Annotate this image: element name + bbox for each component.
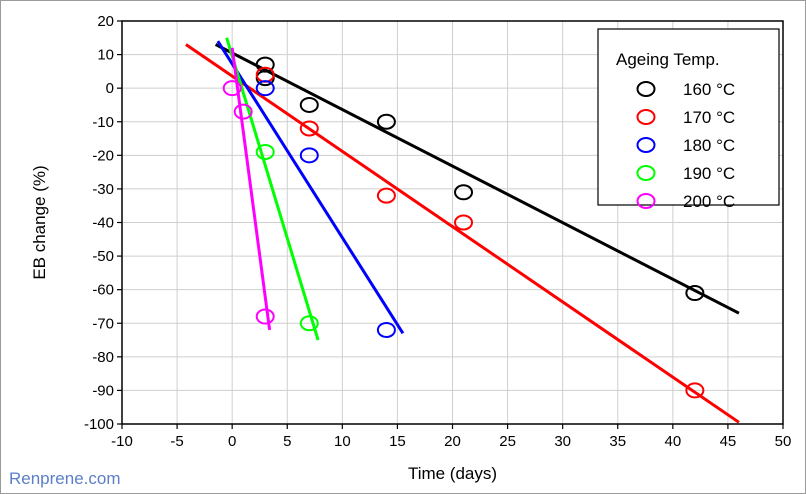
data-point bbox=[233, 103, 253, 120]
watermark: Renprene.com bbox=[9, 469, 121, 488]
x-tick-label: 45 bbox=[720, 433, 737, 450]
data-point bbox=[685, 285, 705, 302]
x-axis: -10 -5 0 5 10 15 20 25 30 35 40 45 50 bbox=[111, 424, 791, 450]
x-tick-label: 20 bbox=[444, 433, 461, 450]
data-point bbox=[222, 80, 242, 97]
data-point bbox=[376, 321, 396, 338]
data-point bbox=[255, 80, 275, 97]
data-point bbox=[255, 308, 275, 325]
legend-marker bbox=[636, 165, 656, 181]
y-tick-label: -40 bbox=[92, 215, 114, 232]
x-axis-label: Time (days) bbox=[408, 464, 497, 483]
legend-marker bbox=[636, 81, 656, 97]
x-tick-label: 25 bbox=[499, 433, 516, 450]
data-point bbox=[299, 96, 319, 113]
legend-label: 160 °C bbox=[683, 80, 735, 99]
data-point bbox=[454, 184, 474, 201]
x-tick-label: -5 bbox=[170, 433, 183, 450]
x-tick-label: 5 bbox=[283, 433, 291, 450]
x-tick-label: 40 bbox=[664, 433, 681, 450]
x-tick-label: 30 bbox=[554, 433, 571, 450]
data-point bbox=[376, 187, 396, 204]
y-tick-label: -30 bbox=[92, 181, 114, 198]
y-tick-label: -10 bbox=[92, 114, 114, 131]
legend-label: 190 °C bbox=[683, 164, 735, 183]
y-tick-label: -20 bbox=[92, 147, 114, 164]
data-point bbox=[299, 147, 319, 164]
x-tick-label: 35 bbox=[609, 433, 626, 450]
data-point bbox=[299, 120, 319, 137]
legend-marker bbox=[636, 137, 656, 153]
legend-label: 170 °C bbox=[683, 108, 735, 127]
legend-label: 180 °C bbox=[683, 136, 735, 155]
y-tick-label: -50 bbox=[92, 248, 114, 265]
y-tick-label: -60 bbox=[92, 282, 114, 299]
legend-label: 200 °C bbox=[683, 192, 735, 211]
x-tick-label: 10 bbox=[334, 433, 351, 450]
data-point bbox=[255, 143, 275, 160]
y-tick-label: 10 bbox=[97, 47, 114, 64]
y-tick-label: -100 bbox=[84, 416, 114, 433]
y-axis-label: EB change (%) bbox=[30, 165, 49, 279]
legend-title: Ageing Temp. bbox=[616, 50, 720, 69]
fit-lines bbox=[185, 37, 740, 424]
y-tick-label: 20 bbox=[97, 13, 114, 30]
y-tick-label: 0 bbox=[106, 80, 114, 97]
x-tick-label: 50 bbox=[775, 433, 792, 450]
x-tick-label: -10 bbox=[111, 433, 133, 450]
data-point bbox=[376, 113, 396, 130]
data-point bbox=[454, 214, 474, 231]
legend: Ageing Temp. 160 °C 170 °C 180 °C 190 °C 200… bbox=[597, 28, 780, 211]
y-tick-label: -70 bbox=[92, 315, 114, 332]
fit-line bbox=[216, 40, 405, 335]
legend-marker bbox=[636, 193, 656, 209]
x-tick-label: 0 bbox=[228, 433, 236, 450]
y-tick-label: -80 bbox=[92, 349, 114, 366]
data-point bbox=[685, 382, 705, 399]
y-axis: 20 10 0 -10 -20 -30 -40 -50 -60 -70 -80 -90 -100 bbox=[84, 13, 122, 433]
x-tick-label: 15 bbox=[389, 433, 406, 450]
legend-items: 160 °C 170 °C 180 °C 190 °C 200 °C bbox=[636, 80, 735, 211]
legend-box bbox=[597, 28, 780, 206]
fit-line bbox=[214, 43, 740, 315]
y-tick-label: -90 bbox=[92, 382, 114, 399]
data-point bbox=[299, 315, 319, 332]
data-points bbox=[222, 56, 705, 399]
legend-marker bbox=[636, 109, 656, 125]
fit-line bbox=[185, 43, 740, 424]
fit-line bbox=[230, 47, 272, 331]
fit-line bbox=[225, 37, 320, 341]
